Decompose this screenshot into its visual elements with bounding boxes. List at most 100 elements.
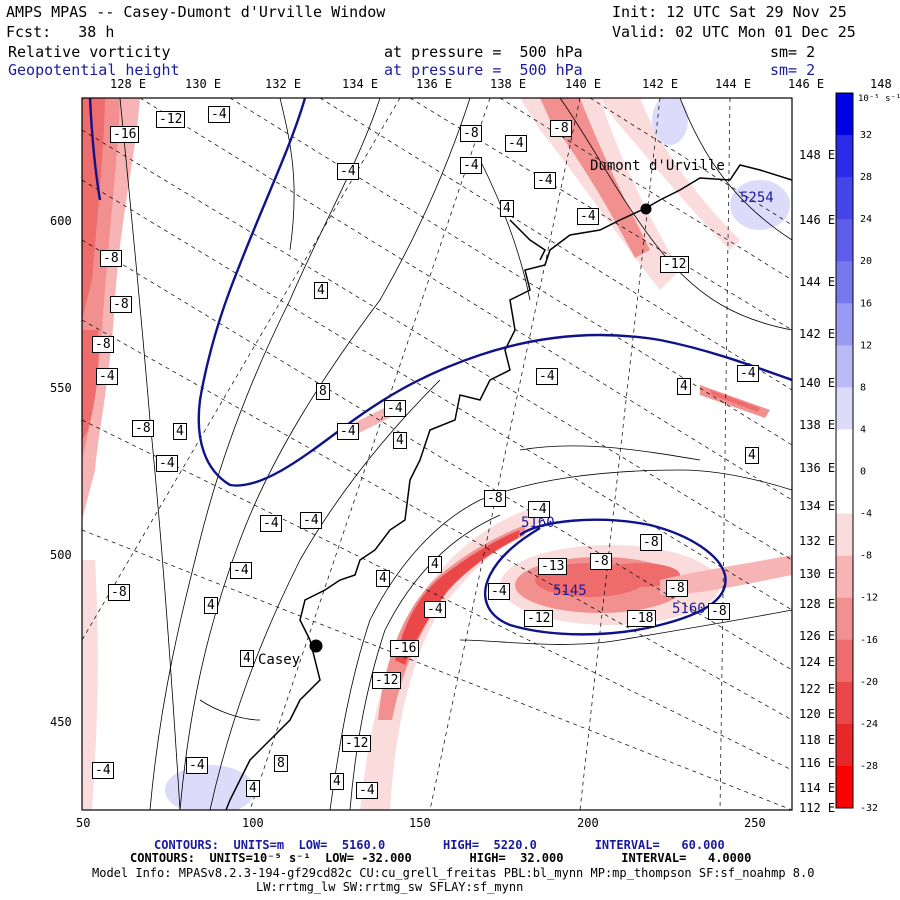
vorticity-contour-label: -4 — [505, 135, 527, 152]
colorbar-label: 20 — [860, 256, 872, 267]
vorticity-contour-label: -4 — [424, 601, 446, 618]
x-axis-tick: 250 — [744, 816, 766, 830]
graticule — [82, 98, 792, 810]
vorticity-contour-label: 4 — [745, 447, 759, 464]
y-axis-tick: 600 — [50, 214, 72, 228]
colorbar-swatch — [836, 597, 853, 641]
top-lon-label: 134 E — [342, 77, 379, 91]
height-contours — [88, 98, 792, 636]
vorticity-contour-label: -4 — [208, 106, 230, 123]
colorbar-label: 24 — [860, 214, 872, 225]
right-lon-label: 114 E — [799, 781, 836, 795]
top-lon-label: 132 E — [265, 77, 302, 91]
vorticity-contour-label: -12 — [372, 672, 402, 689]
y-axis-tick: 550 — [50, 381, 72, 395]
right-lon-label: 128 E — [799, 597, 836, 611]
vorticity-contour-label: -8 — [110, 296, 132, 313]
right-lon-label: 120 E — [799, 707, 836, 721]
vorticity-contour-label: -4 — [260, 515, 282, 532]
right-lon-label: 132 E — [799, 534, 836, 548]
colorbar-label: 28 — [860, 172, 872, 183]
right-lon-label: 134 E — [799, 499, 836, 513]
x-axis-tick: 100 — [242, 816, 264, 830]
y-axis-tick: 450 — [50, 715, 72, 729]
field1-name: Relative vorticity — [8, 43, 171, 61]
vorticity-contour-label: -4 — [337, 163, 359, 180]
dumont-durville-label: Dumont d'Urville — [590, 158, 725, 174]
vorticity-contour-label: -4 — [536, 368, 558, 385]
colorbar-swatch — [836, 177, 853, 220]
top-lon-label: 146 E — [788, 77, 825, 91]
vorticity-contour-label: 4 — [428, 556, 442, 573]
vorticity-contour-label: -13 — [538, 558, 568, 575]
vorticity-contour-label: -8 — [550, 120, 572, 137]
right-lon-label: 116 E — [799, 756, 836, 770]
colorbar-label: 32 — [860, 130, 872, 141]
colorbar-label: -32 — [860, 803, 878, 814]
colorbar-swatch — [836, 345, 853, 388]
right-lon-label: 140 E — [799, 376, 836, 390]
x-axis-tick: 50 — [76, 816, 91, 830]
vorticity-contour-label: -8 — [100, 250, 122, 267]
vorticity-contour-label: 4 — [393, 432, 407, 449]
height-label-5160-b: 5160 — [672, 601, 706, 617]
colorbar-label: -28 — [860, 761, 878, 772]
colorbar: 10⁻⁵ s⁻¹ 32 28 24 20 16 12 8 4 0 -4 -8 -12 -16 -20 -24 -… — [835, 92, 900, 814]
vorticity-contour-label: -4 — [534, 172, 556, 189]
colorbar-swatch — [836, 765, 853, 809]
right-lon-label: 142 E — [799, 327, 836, 341]
vorticity-contour-label: -8 — [132, 420, 154, 437]
right-lon-label: 138 E — [799, 418, 836, 432]
vorticity-contour-label: -8 — [590, 553, 612, 570]
vorticity-contour-label: -4 — [186, 757, 208, 774]
vorticity-contour-label: -16 — [390, 640, 420, 657]
right-lon-label: 144 E — [799, 275, 836, 289]
vorticity-contour-label: -4 — [337, 423, 359, 440]
forecast-hour: Fcst: 38 h — [6, 23, 115, 41]
colorbar-label: -4 — [860, 509, 872, 520]
top-lon-label: 142 E — [642, 77, 679, 91]
top-lon-label: 128 E — [110, 77, 147, 91]
colorbar-swatch — [836, 681, 853, 725]
vorticity-contour-label: 4 — [376, 570, 390, 587]
vorticity-contour-label: -16 — [110, 126, 140, 143]
vorticity-contour-label: -8 — [640, 534, 662, 551]
height-label-5145: 5145 — [553, 583, 587, 599]
vorticity-contour-label: -12 — [342, 735, 372, 752]
colorbar-swatch — [836, 219, 853, 262]
vorticity-contour-label: -12 — [524, 610, 554, 627]
footer-model-info-2: LW:rrtmg_lw SW:rrtmg_sw SFLAY:sf_mynn — [256, 880, 524, 894]
colorbar-label: -12 — [860, 593, 878, 604]
field2-smoothing: sm= 2 — [770, 61, 816, 79]
vorticity-contour-label: -4 — [737, 365, 759, 382]
coastline — [225, 164, 792, 810]
colorbar-label: 8 — [860, 382, 866, 393]
vorticity-contour-label: -8 — [108, 584, 130, 601]
right-lon-label: 118 E — [799, 733, 836, 747]
vorticity-contour-label: -8 — [92, 336, 114, 353]
top-lon-label: 148 E — [870, 77, 900, 91]
right-lon-label: 136 E — [799, 461, 836, 475]
vorticity-contour-label: -4 — [92, 762, 114, 779]
right-lon-label: 112 E — [799, 801, 836, 815]
vorticity-contour-label: -8 — [460, 125, 482, 142]
x-axis-tick: 200 — [577, 816, 599, 830]
vorticity-contour-label: -4 — [156, 455, 178, 472]
vorticity-contour-label: 8 — [316, 383, 330, 400]
colorbar-swatch — [836, 387, 853, 430]
colorbar-label: 16 — [860, 298, 872, 309]
dumont-durville-marker — [640, 203, 652, 215]
vorticity-contour-label: -4 — [300, 512, 322, 529]
top-lon-label: 136 E — [416, 77, 453, 91]
colorbar-label: 12 — [860, 340, 872, 351]
right-lon-label: 148 E — [799, 148, 836, 162]
vorticity-contour-label: -8 — [708, 603, 730, 620]
right-lon-label: 130 E — [799, 567, 836, 581]
vorticity-contour-label: 8 — [274, 755, 288, 772]
vorticity-contour-label: 4 — [240, 650, 254, 667]
vorticity-contour-label: 4 — [246, 780, 260, 797]
colorbar-border — [835, 92, 854, 809]
colorbar-label: 0 — [860, 467, 866, 478]
vorticity-contour-label: -4 — [96, 368, 118, 385]
